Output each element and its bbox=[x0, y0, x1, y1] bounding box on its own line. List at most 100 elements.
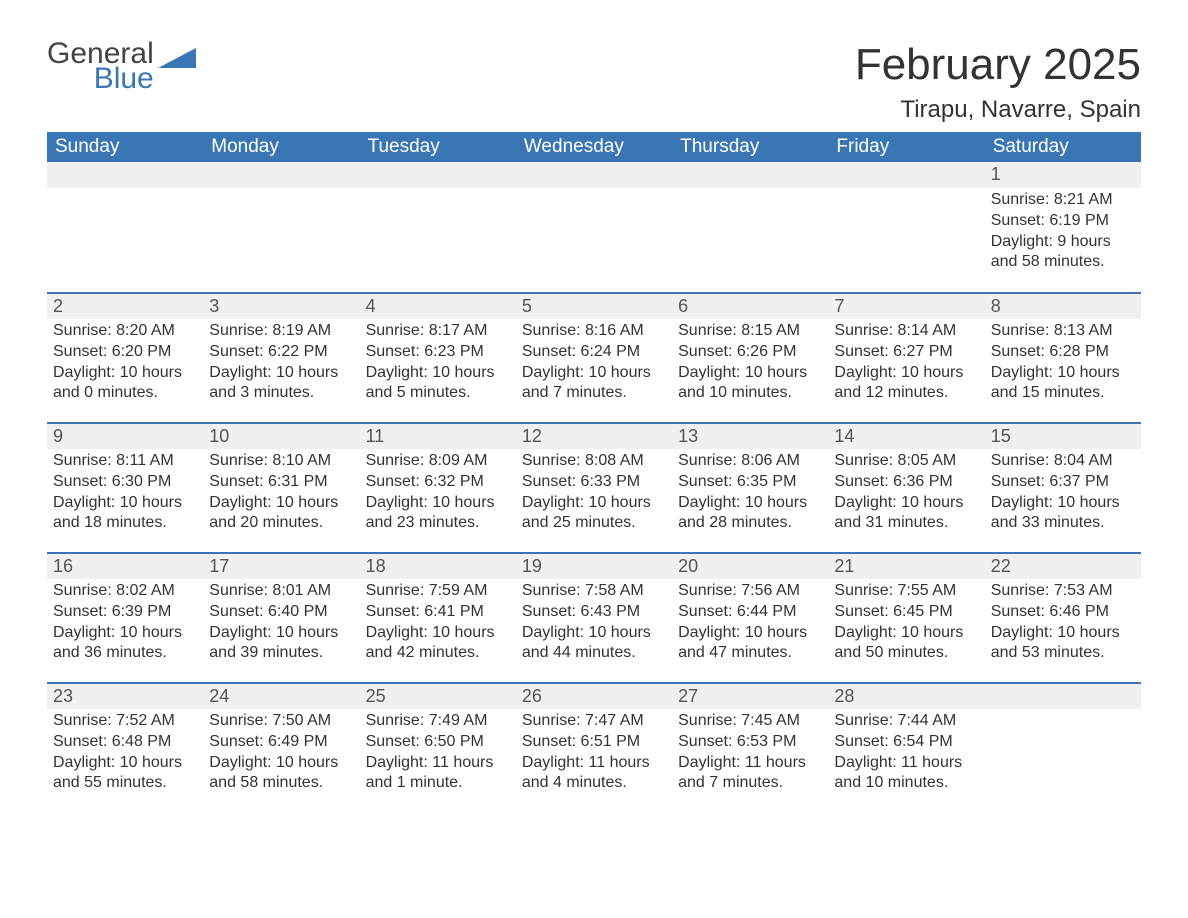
calendar-cell: 14Sunrise: 8:05 AMSunset: 6:36 PMDayligh… bbox=[828, 422, 984, 552]
weekday-header: Friday bbox=[828, 132, 984, 162]
sunrise-text: Sunrise: 8:02 AM bbox=[53, 581, 197, 602]
daylight-text: Daylight: 10 hours and 53 minutes. bbox=[991, 623, 1135, 665]
daylight-text: Daylight: 10 hours and 47 minutes. bbox=[678, 623, 822, 665]
day-number bbox=[828, 162, 984, 188]
day-number: 15 bbox=[985, 422, 1141, 449]
daylight-text: Daylight: 10 hours and 44 minutes. bbox=[522, 623, 666, 665]
day-number: 9 bbox=[47, 422, 203, 449]
sunset-text: Sunset: 6:31 PM bbox=[209, 472, 353, 493]
logo-word-blue: Blue bbox=[47, 65, 154, 94]
logo-text: General Blue bbox=[47, 40, 154, 93]
day-details: Sunrise: 8:09 AMSunset: 6:32 PMDaylight:… bbox=[360, 449, 516, 534]
sunset-text: Sunset: 6:40 PM bbox=[209, 602, 353, 623]
daylight-text: Daylight: 10 hours and 20 minutes. bbox=[209, 493, 353, 535]
day-number: 19 bbox=[516, 552, 672, 579]
calendar-cell: 8Sunrise: 8:13 AMSunset: 6:28 PMDaylight… bbox=[985, 292, 1141, 422]
weekday-header: Tuesday bbox=[360, 132, 516, 162]
day-details: Sunrise: 7:52 AMSunset: 6:48 PMDaylight:… bbox=[47, 709, 203, 794]
sunrise-text: Sunrise: 7:56 AM bbox=[678, 581, 822, 602]
calendar-cell: 20Sunrise: 7:56 AMSunset: 6:44 PMDayligh… bbox=[672, 552, 828, 682]
daylight-text: Daylight: 10 hours and 18 minutes. bbox=[53, 493, 197, 535]
sunset-text: Sunset: 6:32 PM bbox=[366, 472, 510, 493]
daylight-text: Daylight: 10 hours and 5 minutes. bbox=[366, 363, 510, 405]
calendar-cell: 23Sunrise: 7:52 AMSunset: 6:48 PMDayligh… bbox=[47, 682, 203, 812]
daylight-text: Daylight: 10 hours and 39 minutes. bbox=[209, 623, 353, 665]
sunset-text: Sunset: 6:30 PM bbox=[53, 472, 197, 493]
sunrise-text: Sunrise: 8:20 AM bbox=[53, 321, 197, 342]
day-number: 12 bbox=[516, 422, 672, 449]
sunset-text: Sunset: 6:23 PM bbox=[366, 342, 510, 363]
daylight-text: Daylight: 11 hours and 1 minute. bbox=[366, 753, 510, 795]
sunrise-text: Sunrise: 8:17 AM bbox=[366, 321, 510, 342]
day-details: Sunrise: 8:19 AMSunset: 6:22 PMDaylight:… bbox=[203, 319, 359, 404]
daylight-text: Daylight: 10 hours and 10 minutes. bbox=[678, 363, 822, 405]
sunset-text: Sunset: 6:28 PM bbox=[991, 342, 1135, 363]
sunrise-text: Sunrise: 7:52 AM bbox=[53, 711, 197, 732]
sunset-text: Sunset: 6:36 PM bbox=[834, 472, 978, 493]
daylight-text: Daylight: 10 hours and 42 minutes. bbox=[366, 623, 510, 665]
sunset-text: Sunset: 6:19 PM bbox=[991, 211, 1135, 232]
day-details: Sunrise: 7:55 AMSunset: 6:45 PMDaylight:… bbox=[828, 579, 984, 664]
daylight-text: Daylight: 10 hours and 0 minutes. bbox=[53, 363, 197, 405]
sunset-text: Sunset: 6:41 PM bbox=[366, 602, 510, 623]
calendar-cell bbox=[985, 682, 1141, 812]
calendar-cell: 18Sunrise: 7:59 AMSunset: 6:41 PMDayligh… bbox=[360, 552, 516, 682]
calendar-cell: 1Sunrise: 8:21 AMSunset: 6:19 PMDaylight… bbox=[985, 162, 1141, 292]
calendar-cell: 6Sunrise: 8:15 AMSunset: 6:26 PMDaylight… bbox=[672, 292, 828, 422]
sunrise-text: Sunrise: 7:50 AM bbox=[209, 711, 353, 732]
day-details: Sunrise: 8:20 AMSunset: 6:20 PMDaylight:… bbox=[47, 319, 203, 404]
calendar-cell: 17Sunrise: 8:01 AMSunset: 6:40 PMDayligh… bbox=[203, 552, 359, 682]
sunrise-text: Sunrise: 7:49 AM bbox=[366, 711, 510, 732]
sunrise-text: Sunrise: 7:55 AM bbox=[834, 581, 978, 602]
day-details: Sunrise: 8:17 AMSunset: 6:23 PMDaylight:… bbox=[360, 319, 516, 404]
calendar-table: SundayMondayTuesdayWednesdayThursdayFrid… bbox=[47, 132, 1141, 812]
sunset-text: Sunset: 6:53 PM bbox=[678, 732, 822, 753]
calendar-week-row: 23Sunrise: 7:52 AMSunset: 6:48 PMDayligh… bbox=[47, 682, 1141, 812]
calendar-cell: 28Sunrise: 7:44 AMSunset: 6:54 PMDayligh… bbox=[828, 682, 984, 812]
daylight-text: Daylight: 10 hours and 50 minutes. bbox=[834, 623, 978, 665]
calendar-cell: 4Sunrise: 8:17 AMSunset: 6:23 PMDaylight… bbox=[360, 292, 516, 422]
calendar-cell: 5Sunrise: 8:16 AMSunset: 6:24 PMDaylight… bbox=[516, 292, 672, 422]
daylight-text: Daylight: 11 hours and 4 minutes. bbox=[522, 753, 666, 795]
day-number: 18 bbox=[360, 552, 516, 579]
sunrise-text: Sunrise: 8:04 AM bbox=[991, 451, 1135, 472]
day-details: Sunrise: 7:58 AMSunset: 6:43 PMDaylight:… bbox=[516, 579, 672, 664]
daylight-text: Daylight: 9 hours and 58 minutes. bbox=[991, 232, 1135, 274]
sunrise-text: Sunrise: 7:47 AM bbox=[522, 711, 666, 732]
sunrise-text: Sunrise: 8:11 AM bbox=[53, 451, 197, 472]
day-number: 21 bbox=[828, 552, 984, 579]
daylight-text: Daylight: 10 hours and 7 minutes. bbox=[522, 363, 666, 405]
calendar-week-row: 1Sunrise: 8:21 AMSunset: 6:19 PMDaylight… bbox=[47, 162, 1141, 292]
sunset-text: Sunset: 6:24 PM bbox=[522, 342, 666, 363]
day-details: Sunrise: 8:06 AMSunset: 6:35 PMDaylight:… bbox=[672, 449, 828, 534]
calendar-cell: 2Sunrise: 8:20 AMSunset: 6:20 PMDaylight… bbox=[47, 292, 203, 422]
sunset-text: Sunset: 6:51 PM bbox=[522, 732, 666, 753]
day-number: 2 bbox=[47, 292, 203, 319]
calendar-cell: 19Sunrise: 7:58 AMSunset: 6:43 PMDayligh… bbox=[516, 552, 672, 682]
day-number: 16 bbox=[47, 552, 203, 579]
day-number: 27 bbox=[672, 682, 828, 709]
day-details: Sunrise: 7:49 AMSunset: 6:50 PMDaylight:… bbox=[360, 709, 516, 794]
day-details: Sunrise: 8:21 AMSunset: 6:19 PMDaylight:… bbox=[985, 188, 1141, 273]
sunset-text: Sunset: 6:50 PM bbox=[366, 732, 510, 753]
calendar-cell: 3Sunrise: 8:19 AMSunset: 6:22 PMDaylight… bbox=[203, 292, 359, 422]
daylight-text: Daylight: 10 hours and 33 minutes. bbox=[991, 493, 1135, 535]
day-details: Sunrise: 8:15 AMSunset: 6:26 PMDaylight:… bbox=[672, 319, 828, 404]
calendar-cell: 15Sunrise: 8:04 AMSunset: 6:37 PMDayligh… bbox=[985, 422, 1141, 552]
day-details: Sunrise: 8:13 AMSunset: 6:28 PMDaylight:… bbox=[985, 319, 1141, 404]
day-number bbox=[47, 162, 203, 188]
day-number: 3 bbox=[203, 292, 359, 319]
calendar-week-row: 9Sunrise: 8:11 AMSunset: 6:30 PMDaylight… bbox=[47, 422, 1141, 552]
calendar-cell: 26Sunrise: 7:47 AMSunset: 6:51 PMDayligh… bbox=[516, 682, 672, 812]
weekday-header: Monday bbox=[203, 132, 359, 162]
sunset-text: Sunset: 6:39 PM bbox=[53, 602, 197, 623]
sunset-text: Sunset: 6:33 PM bbox=[522, 472, 666, 493]
daylight-text: Daylight: 10 hours and 36 minutes. bbox=[53, 623, 197, 665]
day-details: Sunrise: 8:05 AMSunset: 6:36 PMDaylight:… bbox=[828, 449, 984, 534]
day-details: Sunrise: 8:02 AMSunset: 6:39 PMDaylight:… bbox=[47, 579, 203, 664]
calendar-cell: 11Sunrise: 8:09 AMSunset: 6:32 PMDayligh… bbox=[360, 422, 516, 552]
logo-triangle-icon bbox=[158, 46, 196, 75]
sunrise-text: Sunrise: 8:19 AM bbox=[209, 321, 353, 342]
day-number: 28 bbox=[828, 682, 984, 709]
sunset-text: Sunset: 6:35 PM bbox=[678, 472, 822, 493]
